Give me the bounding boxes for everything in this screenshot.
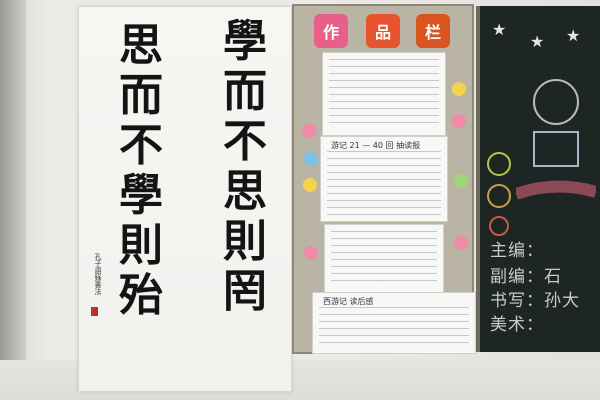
calligraphy-char: 而 <box>223 66 267 117</box>
paper-flower <box>304 152 318 166</box>
calligraphy-scroll: 學 而 不 思 則 罔 思 而 不 學 則 殆 孔子語錄書法 <box>78 6 292 392</box>
star-decoration-icon: ★ <box>492 20 507 39</box>
chalkboard-text-line: 书写：孙大 <box>490 291 580 311</box>
paper-flower <box>454 174 468 188</box>
student-work-sheet <box>324 224 444 294</box>
reading-notes-sheet: 西游记 读后感 <box>312 292 476 354</box>
paper-flower <box>454 236 468 250</box>
calligraphy-right-column: 學 而 不 思 則 罔 <box>215 17 275 317</box>
calligraphy-left-column: 思 而 不 學 則 殆 <box>111 21 171 321</box>
paper-flower <box>303 178 317 192</box>
star-decoration-icon: ★ <box>566 26 581 45</box>
chalkboard-text-line: 美术： <box>490 315 544 335</box>
sheet-title: 西游记 读后感 <box>323 297 374 306</box>
chalkboard: ★ ★ ★ 主编： 副编：石 书写：孙大 美术： <box>476 6 600 352</box>
chalkboard-text-line: 主编： <box>490 241 544 261</box>
paper-flower <box>302 124 316 138</box>
calligraphy-char: 罔 <box>223 266 267 317</box>
calligraphy-char: 思 <box>119 20 163 71</box>
student-work-sheet <box>322 52 446 136</box>
calligraphy-inscription: 孔子語錄書法 <box>94 253 102 295</box>
calligraphy-char: 學 <box>223 16 267 67</box>
chalkboard-text-line: 副编：石 <box>490 267 562 287</box>
reading-report-sheet: 游记 21 — 40 回 抽读报 <box>320 136 448 222</box>
calligraphy-char: 不 <box>119 120 163 171</box>
board-title-tile: 作 <box>314 14 348 48</box>
calligraphy-char: 學 <box>119 170 163 221</box>
wall-shadow <box>0 0 26 400</box>
chalk-girl-drawing-icon <box>516 79 596 200</box>
calligraphy-char: 則 <box>119 220 163 271</box>
sheet-title: 游记 21 — 40 回 抽读报 <box>331 141 421 150</box>
star-decoration-icon: ★ <box>530 32 545 51</box>
calligraphy-char: 而 <box>119 70 163 121</box>
paper-flower <box>452 114 466 128</box>
calligraphy-char: 思 <box>223 166 267 217</box>
board-title-tile: 品 <box>366 14 400 48</box>
paper-flower <box>452 82 466 96</box>
calligraphy-char: 則 <box>223 216 267 267</box>
calligraphy-char: 不 <box>223 116 267 167</box>
board-title-tile: 栏 <box>416 14 450 48</box>
bulletin-board: 作 品 栏 游记 21 — 40 回 抽读报 西游记 读后感 <box>292 4 476 354</box>
red-seal-stamp <box>91 307 98 316</box>
chalk-circles-icon <box>487 152 511 236</box>
paper-flower <box>304 246 318 260</box>
calligraphy-char: 殆 <box>119 270 163 321</box>
